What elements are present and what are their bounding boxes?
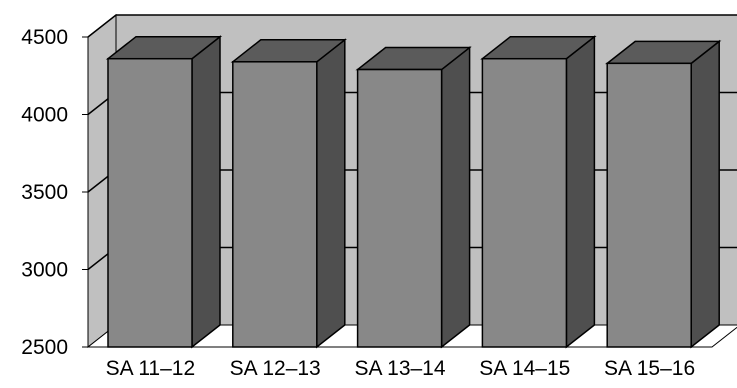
bar — [105, 35, 223, 349]
bar-side — [565, 35, 596, 349]
x-tick-label: SA 12–13 — [230, 357, 321, 380]
bar — [230, 38, 347, 349]
bar — [605, 39, 722, 349]
y-tick-label: 3000 — [21, 259, 68, 282]
bar-side — [690, 39, 720, 349]
bar-front — [606, 62, 692, 348]
y-tick-label: 4500 — [21, 26, 68, 49]
bars — [105, 35, 722, 349]
bar — [480, 35, 597, 349]
x-axis-ticks: SA 11–12 SA 12–13 SA 13–14 SA 14–15 SA 15–16 — [106, 357, 696, 380]
bar-side — [440, 46, 471, 349]
gridline — [87, 14, 737, 38]
y-tick-label: 4000 — [21, 104, 68, 127]
y-axis-ticks: 2500 3000 3500 4000 4500 — [21, 26, 88, 359]
bar-side — [191, 35, 221, 349]
x-tick-label: SA 13–14 — [354, 357, 445, 380]
bar-front — [232, 61, 318, 348]
bar-front — [356, 68, 443, 348]
y-tick-label: 2500 — [21, 336, 68, 359]
x-tick-label: SA 15–16 — [604, 357, 695, 380]
bar-side — [316, 38, 346, 349]
y-tick-label: 3500 — [21, 181, 68, 204]
bar — [355, 46, 472, 349]
bar-front — [481, 57, 568, 348]
bar-front — [107, 57, 193, 348]
x-tick-label: SA 11–12 — [106, 357, 196, 380]
x-tick-label: SA 14–15 — [479, 357, 570, 380]
